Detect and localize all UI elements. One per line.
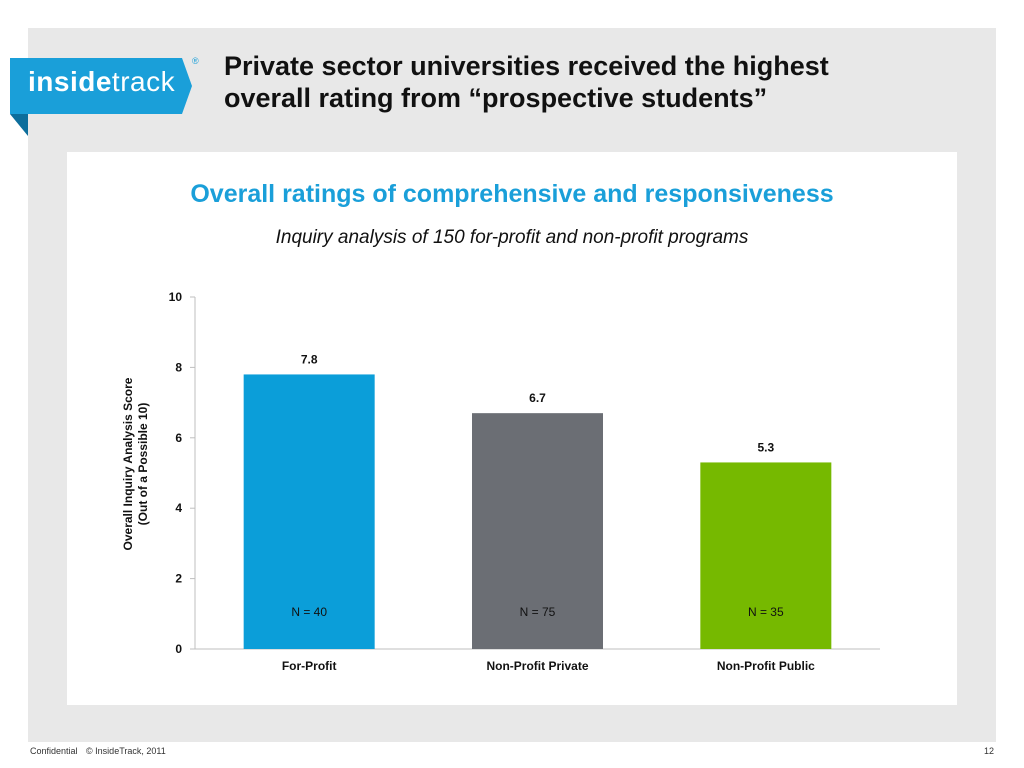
logo-badge-shape [10, 58, 192, 136]
logo-wordmark-right: track [111, 66, 176, 97]
x-category-label: Non-Profit Public [717, 659, 815, 673]
bar-value-label: 5.3 [757, 440, 774, 454]
logo-wordmark-left: inside [28, 66, 112, 97]
bar-value-label: 6.7 [529, 391, 546, 405]
y-tick-label: 0 [175, 642, 182, 656]
registered-mark: ® [192, 56, 199, 66]
footer-left: Confidential © InsideTrack, 2011 [30, 746, 172, 756]
page-title-line-1: Private sector universities received the… [224, 51, 829, 81]
x-category-label: Non-Profit Private [486, 659, 588, 673]
footer-copyright: © InsideTrack, 2011 [86, 746, 166, 756]
y-axis-label-line-1: Overall Inquiry Analysis Score [121, 377, 135, 550]
bar-2 [472, 413, 603, 649]
y-tick-label: 2 [175, 572, 182, 586]
bar-n-annotation: N = 75 [520, 605, 556, 619]
y-axis-label: Overall Inquiry Analysis Score(Out of a … [121, 377, 150, 550]
footer-confidential: Confidential [30, 746, 78, 756]
y-tick-label: 8 [175, 360, 182, 374]
bar-n-annotation: N = 35 [748, 605, 784, 619]
page-title-line-2: overall rating from “prospective student… [224, 83, 768, 113]
page-title: Private sector universities received the… [224, 50, 984, 114]
bar-n-annotation: N = 40 [291, 605, 327, 619]
bar-1 [243, 374, 375, 649]
y-axis-label-line-2: (Out of a Possible 10) [136, 403, 150, 526]
insidetrack-logo: insidetrack [10, 58, 200, 136]
chart-subtitle: Inquiry analysis of 150 for-profit and n… [275, 227, 749, 248]
y-tick-label: 4 [175, 501, 182, 515]
x-category-label: For-Profit [282, 659, 337, 673]
y-tick-label: 6 [175, 431, 182, 445]
bar-3 [700, 462, 832, 649]
y-tick-label: 10 [169, 290, 183, 304]
page-number: 12 [983, 746, 994, 756]
bar-value-label: 7.8 [301, 352, 318, 366]
chart-title: Overall ratings of comprehensive and res… [190, 180, 834, 208]
logo-wordmark: insidetrack [28, 66, 175, 98]
